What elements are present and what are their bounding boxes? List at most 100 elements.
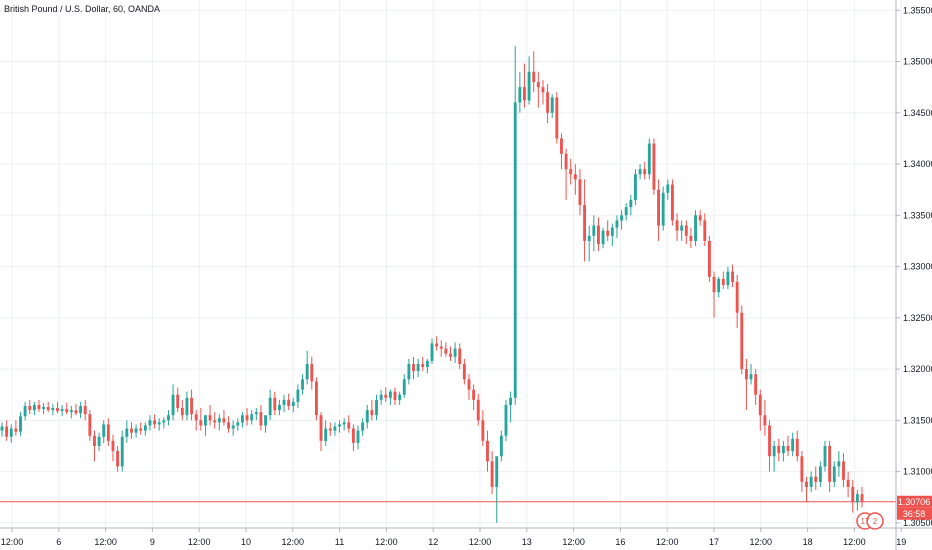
x-tick-label: 12 (428, 537, 438, 547)
candle (416, 358, 420, 378)
candle (532, 51, 536, 93)
candle (9, 424, 13, 443)
candle-body (157, 422, 161, 425)
candle-body (837, 461, 841, 467)
candle-body (462, 363, 466, 380)
candle (171, 384, 175, 421)
time-axis[interactable]: 12:00 6 12:00 9 12:00 10 12:00 11 12:00 12 12:00 13… (1, 528, 906, 547)
candle-body (236, 422, 240, 426)
candle (735, 274, 739, 329)
candle (555, 92, 559, 144)
candle (814, 466, 818, 491)
candle (768, 420, 771, 472)
candle (513, 46, 517, 405)
candle (647, 138, 651, 180)
candle-body (499, 435, 503, 457)
candle (601, 227, 605, 249)
candle-body (231, 425, 235, 429)
candle (666, 179, 670, 200)
candle (786, 435, 790, 457)
x-tick-label: 17 (709, 537, 719, 547)
candle (398, 391, 402, 405)
candle-body (162, 420, 166, 423)
candle-body (273, 397, 277, 411)
svg-text:2: 2 (873, 517, 878, 526)
y-tick-label: 1.35000 (903, 57, 932, 67)
candle-body (282, 399, 286, 405)
candle-body (153, 420, 157, 425)
candle (809, 471, 813, 493)
candle (370, 399, 374, 421)
candle (435, 336, 439, 351)
candle-body (204, 415, 207, 426)
candle (65, 402, 69, 415)
y-tick-label: 1.32500 (903, 313, 932, 323)
price-axis[interactable]: 1.35500 1.35000 1.34500 1.34000 1.33500 1.330… (896, 5, 932, 528)
candle-body (111, 440, 115, 452)
x-tick-label: 12:00 (562, 537, 585, 547)
x-tick-label: 13 (522, 537, 532, 547)
candle (111, 434, 115, 462)
candle (684, 220, 688, 245)
candle-body (65, 409, 69, 413)
candle-body (319, 415, 323, 441)
y-tick-label: 1.34500 (903, 108, 932, 118)
candle (541, 79, 545, 105)
candle-body (564, 153, 568, 170)
candle-body (601, 230, 605, 245)
candle (388, 389, 392, 405)
candle (328, 422, 332, 436)
candle-body (814, 476, 818, 482)
candle (481, 410, 485, 446)
candle-body (296, 389, 300, 402)
candle (88, 410, 92, 441)
candle (661, 186, 665, 231)
candle (694, 210, 697, 247)
candle-body (527, 71, 531, 101)
candle (670, 179, 674, 226)
candle-body (578, 179, 582, 206)
candle (615, 215, 619, 238)
candle-body (277, 404, 281, 411)
candle-body (805, 481, 808, 487)
y-tick-label: 1.34000 (903, 159, 932, 169)
candle-body (634, 174, 637, 200)
candle-body (291, 401, 295, 406)
candle (560, 133, 563, 170)
candle (162, 417, 166, 429)
y-tick-label: 1.31000 (903, 467, 932, 477)
candle-body (208, 415, 212, 421)
candle (573, 164, 577, 195)
candle (698, 210, 702, 226)
candle-body (268, 397, 272, 416)
candle (208, 404, 212, 426)
candle-body (560, 138, 563, 154)
candle-body (772, 445, 776, 457)
candle-body (46, 407, 50, 411)
candle (462, 358, 466, 385)
candle-body (143, 425, 147, 431)
candle-body (310, 363, 314, 382)
candle (37, 399, 41, 413)
candle (204, 415, 207, 436)
candle-body (781, 445, 785, 454)
candle (439, 340, 443, 357)
candle-body (698, 215, 702, 221)
candle-body (199, 420, 203, 426)
candle-body (643, 169, 647, 175)
candle-body (504, 404, 508, 436)
candle (675, 213, 679, 241)
candle-body (185, 397, 189, 416)
last-price-badge: 1.30706 36:58 (897, 495, 932, 520)
candle-body (509, 397, 513, 405)
candle-body (245, 415, 249, 421)
candle-body (615, 220, 619, 228)
x-tick-label: 12:00 (843, 537, 866, 547)
candle-body (60, 409, 64, 412)
candle-body (855, 494, 859, 503)
candle-body (14, 428, 18, 432)
x-tick-label: 18 (803, 537, 813, 547)
candle-body (680, 225, 684, 231)
x-tick-label: 9 (150, 537, 155, 547)
